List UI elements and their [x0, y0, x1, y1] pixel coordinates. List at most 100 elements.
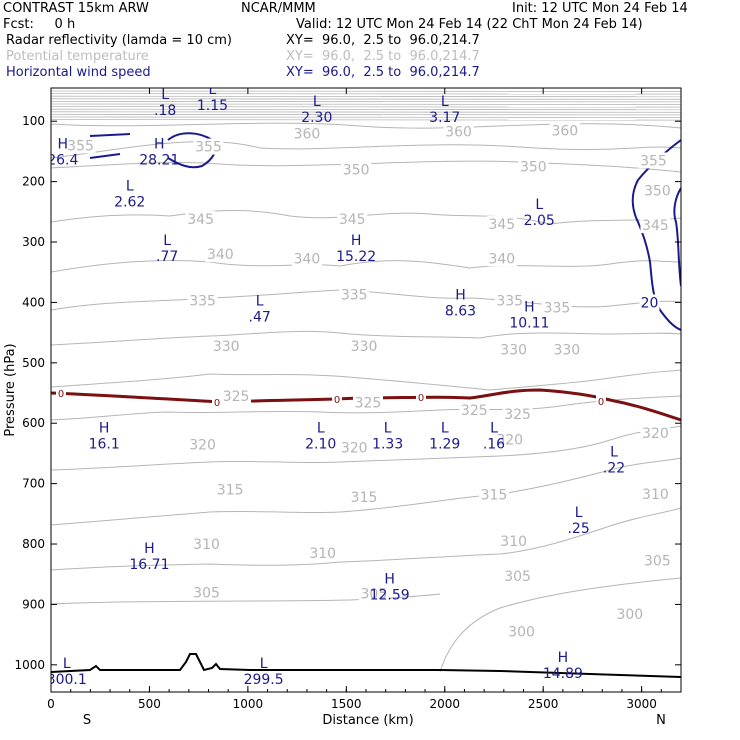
x-axis: 0 500 1000 1500 2000 2500 3000: [47, 88, 662, 711]
theta-label: 310: [642, 487, 669, 503]
y-tick-label: 600: [22, 416, 45, 430]
theta-label: 335: [544, 300, 571, 316]
theta-contour-305: [51, 507, 681, 571]
theta-label: 330: [213, 339, 240, 355]
theta-label-bg: [307, 545, 338, 562]
extremum-value: 8.63: [445, 303, 476, 319]
theta-label-bg: [337, 211, 368, 228]
dense-theta-line: [51, 116, 681, 118]
theta-label-bg: [640, 485, 671, 502]
theta-label: 340: [207, 247, 234, 263]
extremum-kind: L: [610, 444, 618, 460]
theta-contour-355: [51, 141, 681, 159]
theta-label: 320: [341, 440, 368, 456]
theta-label-bg: [614, 606, 645, 623]
extremum-kind: H: [99, 420, 110, 436]
theta-label: 305: [361, 587, 388, 603]
theta-label: 345: [488, 217, 515, 233]
extremum-value: 26.4: [47, 152, 78, 168]
theta-label-bg: [551, 341, 582, 358]
theta-label: 315: [351, 490, 378, 506]
x-tick-label: 1500: [331, 697, 362, 711]
y-tick-label: 300: [22, 235, 45, 249]
extremum-value: 12.59: [370, 587, 410, 603]
dense-theta-line: [51, 103, 681, 105]
extremum-kind: L: [441, 94, 449, 110]
extremum-kind: L: [490, 420, 498, 436]
x-tick-label: 1000: [233, 697, 264, 711]
theta-label-bg: [642, 552, 673, 569]
theta-label-bg: [640, 424, 671, 441]
theta-label-bg: [358, 585, 389, 602]
x-tick-label: 2000: [429, 697, 460, 711]
y-tick-label: 900: [22, 597, 45, 611]
theta-label: 325: [355, 396, 382, 412]
theta-label: 325: [223, 389, 250, 405]
y-tick-label: 200: [22, 175, 45, 189]
theta-label-bg: [478, 486, 509, 503]
extremum-kind: L: [161, 87, 169, 103]
freezing-label-bg: [56, 387, 66, 399]
theta-label: 320: [496, 433, 523, 449]
field3-name: Horizontal wind speed: [6, 65, 151, 80]
freezing-level-label: 0: [214, 398, 220, 409]
theta-contour-320: [51, 395, 681, 421]
extremum-kind: L: [163, 233, 171, 249]
dense-theta-line: [51, 93, 681, 95]
freezing-label-bg: [212, 396, 222, 408]
y-tick-label: 800: [22, 537, 45, 551]
theta-label: 330: [500, 343, 527, 359]
theta-label-bg: [518, 158, 549, 175]
theta-label-bg: [65, 137, 96, 154]
y-tick-label: 400: [22, 295, 45, 309]
extremum-value: .25: [567, 521, 589, 537]
theta-label-bg: [638, 152, 669, 169]
theta-label: 305: [193, 585, 220, 601]
theta-label-bg: [349, 488, 380, 505]
freezing-level-label: 0: [418, 393, 424, 404]
extremum-kind: L: [313, 94, 321, 110]
theta-label: 315: [217, 483, 244, 499]
theta-label-bg: [341, 161, 372, 178]
theta-label-bg: [191, 536, 222, 553]
theta-contour-315: [51, 425, 681, 471]
y-tick-label: 700: [22, 477, 45, 491]
extremum-kind: L: [317, 420, 325, 436]
theta-label-bg: [549, 122, 580, 139]
dense-theta-line: [51, 111, 681, 113]
y-axis-label: Pressure (hPa): [3, 343, 18, 436]
theta-label-bg: [486, 215, 517, 232]
extremum-kind: L: [535, 197, 543, 213]
theta-label-bg: [185, 211, 216, 228]
forecast-hour: Fcst: 0 h: [3, 17, 76, 32]
wind-speed-label: 20: [641, 295, 659, 311]
extremum-value: 10.11: [509, 316, 549, 332]
theta-label: 345: [642, 218, 669, 234]
theta-label: 350: [644, 184, 671, 200]
theta-label-bg: [640, 217, 671, 234]
theta-label: 360: [551, 123, 578, 139]
theta-label-bg: [498, 533, 529, 549]
extremum-kind: H: [154, 136, 165, 152]
field1-name: Radar reflectivity (lamda = 10 cm): [6, 33, 232, 48]
field3-xy: XY= 96.0, 2.5 to 96.0,214.7: [286, 65, 480, 80]
freezing-label-bg: [332, 393, 342, 405]
theta-label-bg: [191, 584, 222, 601]
theta-label: 360: [445, 124, 472, 140]
terrain-line: [51, 653, 681, 678]
theta-contour-340: [51, 259, 681, 273]
extremum-value: 2.10: [305, 436, 336, 452]
theta-label-bg: [291, 125, 322, 142]
model-title: CONTRAST 15km ARW: [3, 1, 149, 16]
x-axis-label: Distance (km): [322, 713, 413, 728]
theta-label: 355: [67, 138, 94, 154]
extremum-kind: L: [384, 420, 392, 436]
theta-label-bg: [494, 431, 525, 448]
theta-label: 305: [504, 569, 531, 585]
y-tick-label: 100: [22, 114, 45, 128]
theta-label: 350: [343, 163, 370, 179]
theta-label: 315: [481, 487, 508, 503]
theta-label-bg: [211, 337, 242, 354]
